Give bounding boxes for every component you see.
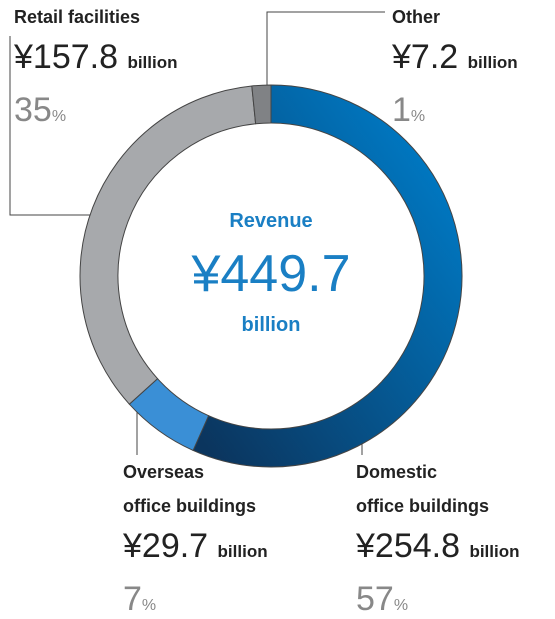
segment-label: Overseas office buildings ¥29.7 billion 7% <box>123 455 268 619</box>
segment-label: Retail facilities ¥157.8 billion 35% <box>14 0 178 141</box>
unit-label: billion <box>217 542 268 561</box>
percent-sign: % <box>410 108 426 125</box>
center-total: ¥449.7 <box>191 245 351 303</box>
amount-label: ¥254.8 billion <box>356 523 520 575</box>
percent-value: 1 <box>392 91 411 129</box>
donut-segment <box>251 84 272 125</box>
category-label: Other <box>392 7 441 27</box>
amount-label: ¥7.2 billion <box>392 34 518 86</box>
amount-label: ¥157.8 billion <box>14 34 178 86</box>
center-unit: billion <box>241 314 301 336</box>
leader-lines <box>9 11 463 468</box>
value-label: ¥157.8 <box>14 38 118 76</box>
unit-label: billion <box>127 53 178 72</box>
percent-value: 57 <box>356 580 394 618</box>
amount-label: ¥29.7 billion <box>123 523 268 575</box>
segment-label: Other ¥7.2 billion 1% <box>392 0 518 141</box>
value-label: ¥254.8 <box>356 527 460 565</box>
unit-label: billion <box>469 542 520 561</box>
percent-label: 1% <box>392 86 518 141</box>
segment-label: Domestic office buildings ¥254.8 billion 5… <box>356 455 520 619</box>
unit-label: billion <box>467 53 518 72</box>
leader-line <box>9 36 97 216</box>
percent-sign: % <box>51 108 67 125</box>
percent-value: 35 <box>14 91 52 129</box>
percent-sign: % <box>141 597 157 614</box>
percent-label: 35% <box>14 86 178 141</box>
percent-value: 7 <box>123 580 142 618</box>
donut-segment <box>192 84 463 468</box>
leader-line <box>266 11 385 88</box>
percent-sign: % <box>393 597 409 614</box>
value-label: ¥7.2 <box>392 38 459 76</box>
value-label: ¥29.7 <box>123 527 209 565</box>
category-label: Overseas office buildings <box>123 462 256 516</box>
percent-label: 7% <box>123 575 268 619</box>
category-label: Retail facilities <box>14 7 141 27</box>
center-title: Revenue <box>229 210 313 232</box>
category-label: Domestic office buildings <box>356 462 489 516</box>
percent-label: 57% <box>356 575 520 619</box>
